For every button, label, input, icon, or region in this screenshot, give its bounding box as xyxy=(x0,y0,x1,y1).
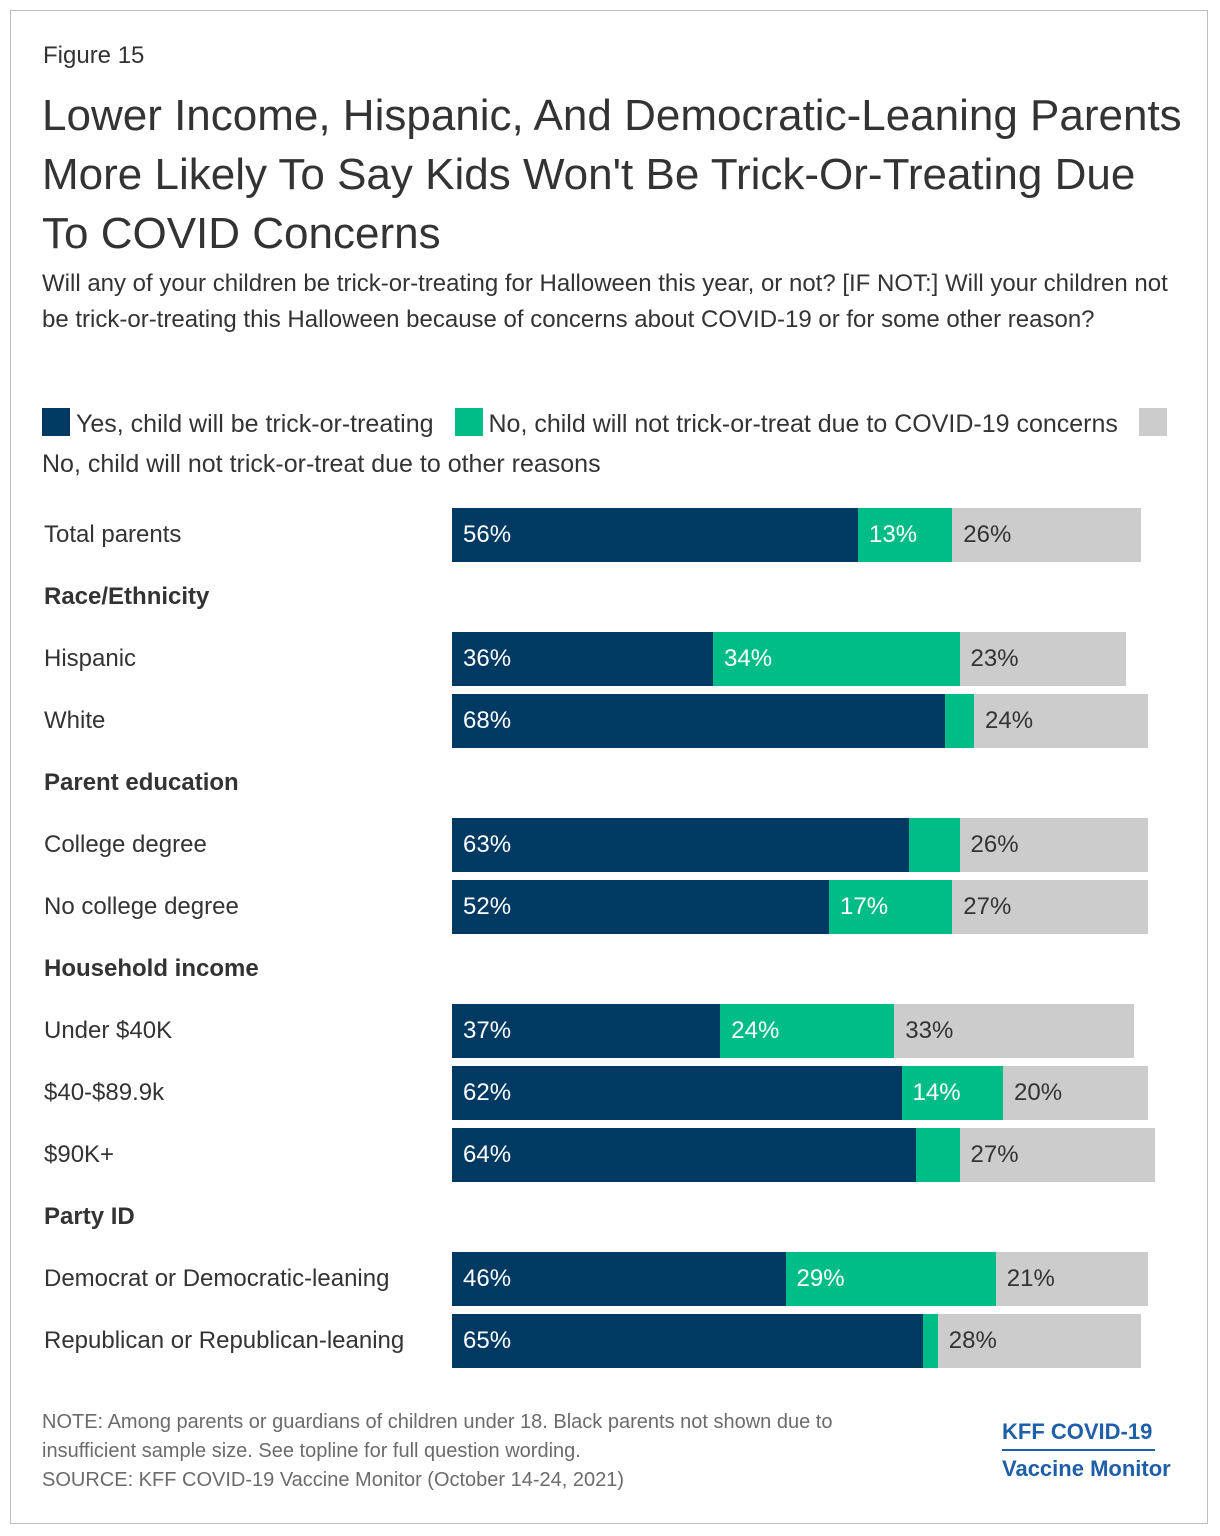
data-label-total-parents-series-2: 26% xyxy=(963,521,1012,548)
bar-college-degree-series-1 xyxy=(908,818,960,872)
data-label-college-degree-series-2: 26% xyxy=(970,831,1019,858)
kff-logo: KFF COVID-19 Vaccine Monitor xyxy=(1002,1416,1171,1485)
bar-white-series-2 xyxy=(974,694,1148,748)
row-label-college-degree: College degree xyxy=(44,831,207,858)
legend-swatch-other xyxy=(1138,408,1167,436)
note-line-2: insufficient sample size. See topline fo… xyxy=(42,1440,581,1462)
bar-no-college-degree-series-0 xyxy=(452,880,829,934)
chart-note: NOTE: Among parents or guardians of chil… xyxy=(42,1408,942,1495)
bar-republican-or-republican-leaning-series-0 xyxy=(452,1314,924,1368)
chart-title: Lower Income, Hispanic, And Democratic-L… xyxy=(42,91,1182,258)
bar-40-89-9k-series-2 xyxy=(1003,1066,1148,1120)
group-label-race-ethnicity: Race/Ethnicity xyxy=(44,583,210,610)
logo-line-1: KFF COVID-19 xyxy=(1002,1419,1153,1444)
bar-40-89-9k-series-1 xyxy=(901,1066,1003,1120)
data-label-total-parents-series-0: 56% xyxy=(463,521,512,548)
group-label-parent-education: Parent education xyxy=(44,769,239,796)
bar-college-degree-series-0 xyxy=(452,818,909,872)
data-label-40-89-9k-series-1: 14% xyxy=(912,1079,961,1106)
legend-item-yes: Yes, child will be trick-or-treating xyxy=(42,408,434,438)
row-label-republican-or-republican-leaning: Republican or Republican-leaning xyxy=(44,1327,405,1354)
bar-under-40k-series-2 xyxy=(894,1004,1134,1058)
bar-40-89-9k-series-0 xyxy=(452,1066,902,1120)
data-label-total-parents-series-1: 13% xyxy=(869,521,918,548)
data-label-90k-series-2: 27% xyxy=(970,1141,1019,1168)
logo-rule xyxy=(1002,1449,1155,1451)
data-label-democrat-or-democratic-leaning-series-2: 21% xyxy=(1006,1265,1055,1292)
data-label-90k-series-0: 64% xyxy=(463,1141,512,1168)
chart-subtitle: Will any of your children be trick-or-tr… xyxy=(42,270,1168,333)
data-label-under-40k-series-1: 24% xyxy=(731,1017,780,1044)
data-label-hispanic-series-1: 34% xyxy=(724,645,773,672)
bar-white-series-1 xyxy=(945,694,974,748)
data-label-no-college-degree-series-2: 27% xyxy=(963,893,1012,920)
bar-white-series-0 xyxy=(452,694,945,748)
data-label-democrat-or-democratic-leaning-series-1: 29% xyxy=(796,1265,845,1292)
bar-democrat-or-democratic-leaning-series-0 xyxy=(452,1252,786,1306)
logo-line-2: Vaccine Monitor xyxy=(1002,1456,1171,1481)
legend-label-yes: Yes, child will be trick-or-treating xyxy=(76,410,434,438)
row-label-no-college-degree: No college degree xyxy=(44,893,239,920)
legend-label-other: No, child will not trick-or-treat due to… xyxy=(42,450,601,478)
chart-legend: Yes, child will be trick-or-treating No,… xyxy=(42,404,1192,484)
data-label-hispanic-series-2: 23% xyxy=(970,645,1019,672)
row-label-hispanic: Hispanic xyxy=(44,645,137,672)
row-label-40-89-9k: $40-$89.9k xyxy=(44,1079,165,1106)
source-line: SOURCE: KFF COVID-19 Vaccine Monitor (Oc… xyxy=(42,1469,625,1491)
legend-item-other: No, child will not trick-or-treat due to… xyxy=(42,408,1173,478)
figure-frame xyxy=(10,10,1208,1524)
data-label-democrat-or-democratic-leaning-series-0: 46% xyxy=(463,1265,512,1292)
note-line-1: NOTE: Among parents or guardians of chil… xyxy=(42,1411,833,1433)
legend-label-covid: No, child will not trick-or-treat due to… xyxy=(488,410,1118,438)
row-label-total-parents: Total parents xyxy=(44,521,182,548)
row-label-under-40k: Under $40K xyxy=(44,1017,173,1044)
bar-hispanic-series-1 xyxy=(713,632,960,686)
bar-democrat-or-democratic-leaning-series-1 xyxy=(785,1252,996,1306)
bar-hispanic-series-0 xyxy=(452,632,713,686)
data-label-republican-or-republican-leaning-series-0: 65% xyxy=(463,1327,512,1354)
legend-swatch-yes xyxy=(42,408,70,436)
bar-total-parents-series-1 xyxy=(858,508,953,562)
row-label-white: White xyxy=(44,707,106,734)
data-label-40-89-9k-series-2: 20% xyxy=(1014,1079,1063,1106)
bar-no-college-degree-series-1 xyxy=(829,880,953,934)
group-label-party-id: Party ID xyxy=(44,1203,135,1230)
data-label-college-degree-series-0: 63% xyxy=(463,831,512,858)
data-label-white-series-2: 24% xyxy=(985,707,1034,734)
data-label-under-40k-series-2: 33% xyxy=(905,1017,954,1044)
legend-item-covid: No, child will not trick-or-treat due to… xyxy=(454,408,1118,438)
bar-republican-or-republican-leaning-series-1 xyxy=(923,1314,938,1368)
bar-total-parents-series-2 xyxy=(952,508,1141,562)
figure-label: Figure 15 xyxy=(43,42,145,69)
data-label-under-40k-series-0: 37% xyxy=(463,1017,512,1044)
bar-hispanic-series-2 xyxy=(959,632,1127,686)
data-label-40-89-9k-series-0: 62% xyxy=(463,1079,512,1106)
row-label-90k: $90K+ xyxy=(44,1141,115,1168)
bar-90k-series-2 xyxy=(959,1128,1156,1182)
bar-college-degree-series-2 xyxy=(959,818,1148,872)
data-label-republican-or-republican-leaning-series-2: 28% xyxy=(948,1327,997,1354)
data-label-hispanic-series-0: 36% xyxy=(463,645,512,672)
bar-democrat-or-democratic-leaning-series-2 xyxy=(995,1252,1148,1306)
row-label-democrat-or-democratic-leaning: Democrat or Democratic-leaning xyxy=(44,1265,390,1292)
bar-under-40k-series-1 xyxy=(720,1004,895,1058)
group-label-household-income: Household income xyxy=(44,955,259,982)
bar-under-40k-series-0 xyxy=(452,1004,721,1058)
legend-swatch-covid xyxy=(454,408,483,436)
bar-90k-series-0 xyxy=(452,1128,916,1182)
data-label-white-series-0: 68% xyxy=(463,707,512,734)
data-label-no-college-degree-series-0: 52% xyxy=(463,893,512,920)
bar-total-parents-series-0 xyxy=(452,508,858,562)
bar-no-college-degree-series-2 xyxy=(952,880,1148,934)
data-label-no-college-degree-series-1: 17% xyxy=(840,893,889,920)
bar-republican-or-republican-leaning-series-2 xyxy=(937,1314,1141,1368)
bar-90k-series-1 xyxy=(916,1128,960,1182)
